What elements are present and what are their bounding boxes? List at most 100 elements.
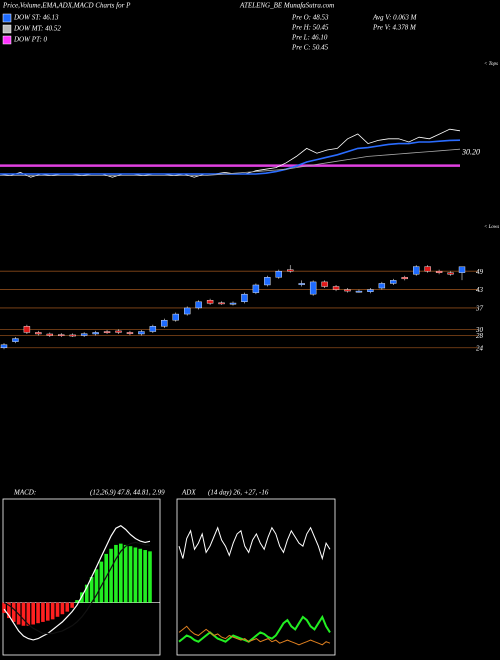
candle-body — [172, 313, 179, 321]
level-label: 28 — [476, 332, 484, 340]
panel-label: MACD: — [13, 489, 36, 497]
candle-body — [458, 266, 466, 273]
candle-body — [309, 281, 317, 295]
candle-body — [80, 333, 88, 336]
candle-body — [252, 284, 260, 293]
candle-body — [58, 334, 65, 336]
legend-swatch — [2, 13, 12, 23]
panel-label: < Lows — [484, 225, 499, 230]
legend-swatch — [2, 24, 12, 34]
candle-body — [424, 266, 431, 272]
legend-label: DOW PT: 0 — [13, 36, 48, 44]
price-stat: Pre C: 50.45 — [291, 44, 329, 52]
candle-body — [149, 326, 157, 332]
histogram-bar — [75, 600, 79, 603]
candle-body — [298, 283, 305, 285]
candle-body — [0, 344, 8, 348]
legend-swatch — [2, 35, 12, 45]
histogram-bar — [60, 602, 65, 615]
histogram-bar — [128, 546, 133, 603]
histogram-bar — [94, 569, 99, 603]
candle-body — [92, 332, 99, 335]
price-stat: Pre O: 48.53 — [291, 14, 329, 22]
legend-label: DOW ST: 46.13 — [13, 14, 59, 22]
macd-frame — [2, 498, 161, 656]
candle-body — [447, 272, 454, 275]
level-label: 49 — [476, 268, 484, 276]
candle-body — [264, 277, 271, 286]
histogram-bar — [109, 548, 113, 603]
adx-line — [178, 614, 331, 643]
candle-body — [218, 302, 225, 305]
histogram-bar — [46, 602, 50, 621]
histogram-bar — [31, 602, 35, 625]
histogram-bar — [26, 602, 31, 626]
histogram-bar — [2, 602, 6, 613]
candle-body — [161, 319, 168, 327]
candle-body — [103, 331, 111, 333]
candle-body — [378, 283, 386, 289]
histogram-bar — [143, 550, 147, 603]
histogram-bar — [119, 543, 123, 603]
histogram-bar — [41, 602, 45, 622]
candle-body — [12, 338, 19, 342]
histogram-bar — [99, 561, 104, 603]
candle-body — [321, 281, 328, 287]
candle-body — [287, 269, 294, 272]
title-left: Price,Volume,EMA,ADX,MACD Charts for P — [2, 2, 131, 10]
candle-body — [195, 301, 202, 309]
price-stat: Pre L: 46.10 — [291, 34, 328, 42]
level-label: 43 — [476, 286, 484, 294]
candle-body — [206, 300, 214, 304]
histogram-bar — [114, 544, 118, 603]
candle-body — [69, 334, 76, 337]
candle-body — [23, 326, 31, 333]
histogram-bar — [36, 602, 40, 624]
adx-line — [178, 526, 331, 561]
histogram-bar — [133, 547, 138, 603]
histogram-bar — [21, 602, 26, 626]
level-label: 24 — [476, 344, 484, 352]
histogram-bar — [55, 602, 60, 617]
volume-stat: Pre V: 4.378 M — [372, 24, 417, 32]
histogram-bar — [104, 553, 108, 603]
candle-body — [355, 290, 363, 293]
level-label: 37 — [475, 305, 484, 313]
candle-body — [229, 302, 237, 305]
level-label: 30.20 — [461, 148, 480, 157]
candle-body — [435, 270, 443, 273]
panel-label: ADX — [181, 489, 196, 497]
candle-body — [344, 289, 351, 292]
candle-body — [138, 331, 145, 335]
panel-params: (14 day) 26, +27, -16 — [208, 489, 269, 497]
histogram-bar — [50, 602, 55, 620]
title-right: ATELENG_BE MunafaSutra.com — [239, 2, 334, 10]
candle-body — [241, 293, 248, 303]
adx-line — [178, 625, 331, 646]
candle-body — [126, 332, 134, 334]
panel-label: < Tops — [484, 62, 498, 67]
macd-line — [3, 541, 151, 635]
candle-body — [46, 333, 53, 336]
macd-line — [3, 524, 151, 641]
histogram-bar — [11, 602, 16, 622]
candle-body — [367, 289, 374, 292]
price-line — [0, 148, 461, 176]
histogram-bar — [84, 584, 89, 603]
candle-body — [390, 280, 397, 284]
candle-body — [401, 277, 408, 280]
level-label: 30 — [475, 326, 484, 334]
candle-body — [35, 332, 42, 335]
candle-body — [332, 286, 340, 290]
candle-body — [183, 307, 191, 315]
histogram-bar — [89, 577, 94, 603]
histogram-bar — [148, 551, 152, 603]
histogram-bar — [138, 548, 143, 603]
volume-stat: Avg V: 0.063 M — [372, 14, 418, 22]
histogram-bar — [70, 602, 74, 608]
panel-params: (12,26,9) 47.8, 44.81, 2.99 — [90, 489, 165, 497]
candle-body — [115, 330, 122, 333]
histogram-bar — [7, 602, 11, 619]
